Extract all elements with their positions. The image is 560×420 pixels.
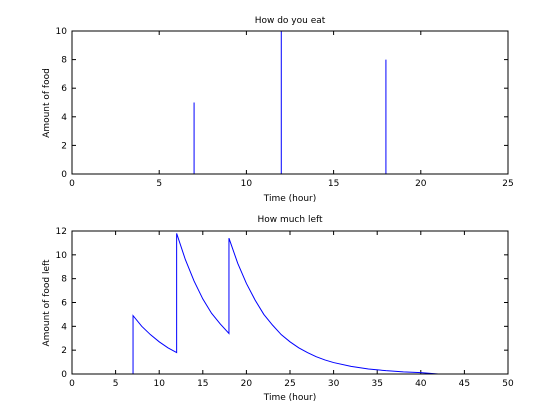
x-tick-label: 30 xyxy=(328,379,340,389)
chart-title: How much left xyxy=(257,215,323,225)
series-lines xyxy=(72,31,508,175)
x-tick-label: 10 xyxy=(241,179,253,189)
x-tick-label: 20 xyxy=(241,379,253,389)
chart-title: How do you eat xyxy=(255,16,326,26)
x-tick-label: 5 xyxy=(156,179,162,189)
subplot-how-do-you-eat: How do you eat Time (hour) Amount of foo… xyxy=(42,16,514,204)
axis-ticks: 0 5 10 15 20 25 0 2 4 6 8 10 xyxy=(56,27,514,189)
x-tick-label: 10 xyxy=(153,379,165,389)
x-tick-label: 50 xyxy=(502,379,514,389)
y-tick-label: 6 xyxy=(61,299,67,309)
y-tick-label: 4 xyxy=(61,322,67,332)
x-tick-label: 25 xyxy=(502,179,513,189)
y-tick-label: 8 xyxy=(61,275,67,285)
y-tick-label: 6 xyxy=(61,84,67,94)
x-tick-label: 15 xyxy=(197,379,208,389)
axis-ticks: 0 5 10 15 20 25 30 35 40 45 50 0 2 4 6 8 10 12 xyxy=(56,227,514,389)
x-tick-label: 0 xyxy=(69,179,75,189)
y-tick-label: 0 xyxy=(61,370,67,380)
x-tick-label: 40 xyxy=(415,379,427,389)
y-axis-label: Amount of food xyxy=(42,68,52,138)
x-tick-label: 0 xyxy=(69,379,75,389)
x-axis-label: Time (hour) xyxy=(263,194,317,204)
y-tick-label: 8 xyxy=(61,56,67,66)
x-tick-label: 20 xyxy=(415,179,427,189)
y-tick-label: 10 xyxy=(56,27,68,37)
x-tick-label: 25 xyxy=(284,379,295,389)
plot-frame xyxy=(71,230,509,375)
y-tick-label: 10 xyxy=(56,251,68,261)
series-line xyxy=(72,31,508,175)
series-lines xyxy=(132,233,439,375)
plot-frame xyxy=(71,30,509,175)
y-tick-label: 12 xyxy=(56,227,67,237)
x-axis-label: Time (hour) xyxy=(263,393,317,403)
y-tick-label: 4 xyxy=(61,113,67,123)
y-tick-label: 2 xyxy=(61,141,67,151)
x-tick-label: 45 xyxy=(459,379,470,389)
x-tick-label: 15 xyxy=(328,179,339,189)
x-tick-label: 35 xyxy=(371,379,382,389)
y-axis-label: Amount of food left xyxy=(42,259,52,347)
series-line xyxy=(132,233,439,375)
y-tick-label: 0 xyxy=(61,170,67,180)
subplot-how-much-left: How much left Time (hour) Amount of food… xyxy=(42,215,514,403)
x-tick-label: 5 xyxy=(113,379,119,389)
y-tick-label: 2 xyxy=(61,346,67,356)
